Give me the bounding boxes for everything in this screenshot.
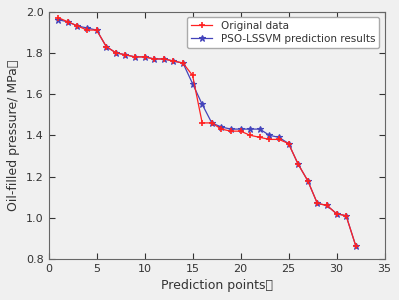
PSO-LSSVM prediction results <box>334 212 339 215</box>
Original data <box>238 129 243 133</box>
Original data <box>171 59 176 63</box>
PSO-LSSVM prediction results <box>219 125 224 129</box>
Y-axis label: Oil-filled pressure/ MPa，: Oil-filled pressure/ MPa， <box>8 60 20 211</box>
Original data <box>209 121 214 125</box>
PSO-LSSVM prediction results <box>104 45 109 48</box>
PSO-LSSVM prediction results <box>132 55 137 59</box>
PSO-LSSVM prediction results <box>75 24 80 28</box>
Original data <box>324 204 329 207</box>
Original data <box>162 57 166 61</box>
PSO-LSSVM prediction results <box>324 204 329 207</box>
PSO-LSSVM prediction results <box>344 214 348 217</box>
Original data <box>219 127 224 131</box>
PSO-LSSVM prediction results <box>296 162 300 166</box>
PSO-LSSVM prediction results <box>94 28 99 32</box>
Original data <box>229 129 233 133</box>
PSO-LSSVM prediction results <box>267 134 272 137</box>
Original data <box>344 214 348 217</box>
Original data <box>56 16 61 20</box>
PSO-LSSVM prediction results <box>123 53 128 57</box>
Original data <box>190 74 195 77</box>
PSO-LSSVM prediction results <box>229 127 233 131</box>
Original data <box>200 121 205 125</box>
PSO-LSSVM prediction results <box>113 51 118 55</box>
PSO-LSSVM prediction results <box>257 127 262 131</box>
Original data <box>94 28 99 32</box>
Original data <box>334 212 339 215</box>
Original data <box>248 134 253 137</box>
PSO-LSSVM prediction results <box>56 18 61 22</box>
Line: PSO-LSSVM prediction results: PSO-LSSVM prediction results <box>55 16 359 249</box>
PSO-LSSVM prediction results <box>162 57 166 61</box>
X-axis label: Prediction points，: Prediction points， <box>160 280 273 292</box>
Original data <box>296 162 300 166</box>
Legend: Original data, PSO-LSSVM prediction results: Original data, PSO-LSSVM prediction resu… <box>187 17 379 48</box>
PSO-LSSVM prediction results <box>248 127 253 131</box>
Original data <box>257 136 262 139</box>
Line: Original data: Original data <box>55 14 359 249</box>
Original data <box>65 20 70 24</box>
Original data <box>181 61 186 65</box>
Original data <box>152 57 157 61</box>
Original data <box>354 244 358 247</box>
PSO-LSSVM prediction results <box>190 82 195 85</box>
Original data <box>315 202 320 205</box>
PSO-LSSVM prediction results <box>354 244 358 247</box>
PSO-LSSVM prediction results <box>152 57 157 61</box>
PSO-LSSVM prediction results <box>238 127 243 131</box>
PSO-LSSVM prediction results <box>305 179 310 182</box>
PSO-LSSVM prediction results <box>200 103 205 106</box>
Original data <box>142 55 147 59</box>
PSO-LSSVM prediction results <box>171 59 176 63</box>
PSO-LSSVM prediction results <box>277 136 281 139</box>
PSO-LSSVM prediction results <box>209 121 214 125</box>
PSO-LSSVM prediction results <box>181 61 186 65</box>
Original data <box>123 53 128 57</box>
Original data <box>132 55 137 59</box>
Original data <box>75 24 80 28</box>
Original data <box>85 28 89 32</box>
Original data <box>267 138 272 141</box>
PSO-LSSVM prediction results <box>142 55 147 59</box>
PSO-LSSVM prediction results <box>85 26 89 30</box>
Original data <box>305 179 310 182</box>
PSO-LSSVM prediction results <box>315 202 320 205</box>
PSO-LSSVM prediction results <box>286 142 291 145</box>
Original data <box>104 45 109 48</box>
Original data <box>277 138 281 141</box>
PSO-LSSVM prediction results <box>65 20 70 24</box>
Original data <box>113 51 118 55</box>
Original data <box>286 142 291 145</box>
